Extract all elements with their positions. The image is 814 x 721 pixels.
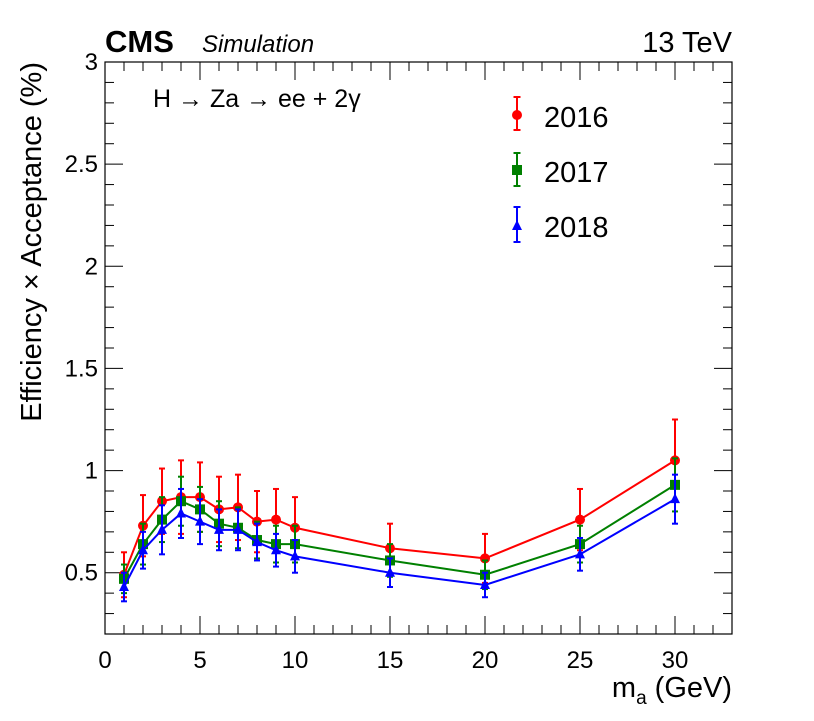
y-tick-label: 2.5 [65, 151, 98, 178]
y-tick-label: 1 [85, 458, 98, 485]
y-tick-label: 2 [85, 253, 98, 280]
x-axis-title-units: (GeV) [655, 672, 732, 704]
data-point [575, 548, 585, 559]
data-point [385, 566, 395, 577]
series-2018 [119, 473, 680, 603]
data-series [119, 418, 680, 603]
legend-label-2018: 2018 [544, 212, 609, 244]
x-tick-label: 20 [472, 647, 499, 674]
series-line-2018 [123, 498, 676, 588]
data-point [157, 523, 167, 534]
legend-entry-2018: 2018 [512, 206, 609, 244]
x-tick-label: 15 [377, 647, 404, 674]
data-point [271, 514, 281, 525]
data-point [119, 581, 129, 592]
series-2017 [119, 457, 680, 595]
legend-marker-2017 [512, 165, 522, 175]
series-line-2016 [123, 459, 676, 576]
data-point [195, 515, 205, 526]
axis-tick-labels: 0 5 10 15 20 25 30 0.5 1 1.5 2 2.5 3 [65, 49, 689, 674]
data-point [252, 536, 262, 547]
legend-label-2016: 2016 [544, 102, 609, 134]
x-tick-label: 30 [662, 647, 689, 674]
axis-ticks [104, 61, 733, 635]
data-point [138, 544, 148, 555]
plot-frame [104, 61, 733, 635]
data-point [575, 514, 585, 525]
data-point [271, 544, 281, 555]
x-tick-label: 0 [98, 647, 111, 674]
y-tick-label: 3 [85, 49, 98, 76]
data-point [480, 578, 490, 589]
legend-entry-2017: 2017 [512, 152, 609, 189]
simulation-label: Simulation [202, 31, 314, 58]
x-axis-title-sub: a [636, 688, 647, 709]
energy-label: 13 TeV [642, 27, 732, 59]
series-line-2017 [123, 484, 676, 580]
legend-label-2017: 2017 [544, 157, 609, 189]
experiment-label: CMS [105, 24, 174, 59]
y-tick-label: 1.5 [65, 355, 98, 382]
data-point [233, 523, 243, 534]
x-tick-label: 10 [282, 647, 309, 674]
y-tick-label: 0.5 [65, 560, 98, 587]
legend-marker-2018 [512, 220, 522, 230]
data-point [214, 523, 224, 534]
legend-marker-2016 [512, 110, 522, 120]
data-point [290, 550, 300, 561]
legend: 2016 2017 2018 [512, 96, 609, 244]
legend-entry-2016: 2016 [512, 96, 609, 134]
y-axis-title: Efficiency × Acceptance (%) [16, 62, 48, 422]
data-point [176, 507, 186, 518]
x-tick-label: 5 [193, 647, 206, 674]
x-tick-label: 25 [567, 647, 594, 674]
data-point [670, 493, 680, 504]
x-axis-title-var: m [612, 672, 636, 704]
x-axis-title: ma (GeV) [612, 672, 732, 709]
process-label: H → Za → ee + 2γ [153, 85, 361, 113]
